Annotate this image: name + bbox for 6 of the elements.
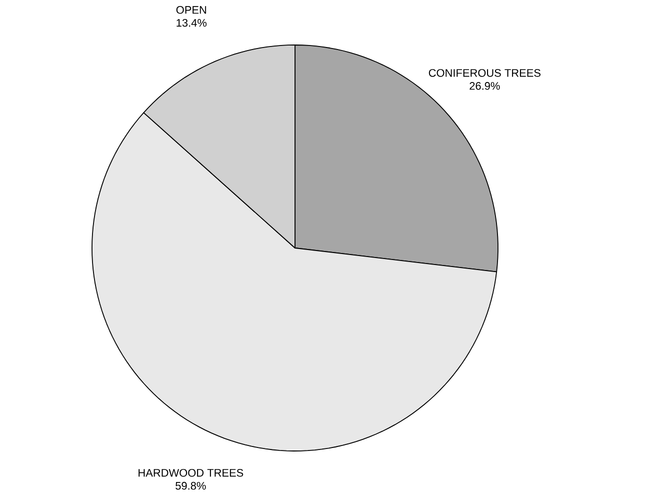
data-label: 26.9% bbox=[470, 82, 500, 90]
data-label: 59.8% bbox=[176, 482, 206, 490]
slice-label: CONIFEROUS TREES bbox=[428, 69, 540, 77]
slice-label: HARDWOOD TREES bbox=[138, 468, 244, 477]
data-label: 13.4% bbox=[176, 18, 207, 27]
slice-label: OPEN bbox=[176, 6, 206, 14]
